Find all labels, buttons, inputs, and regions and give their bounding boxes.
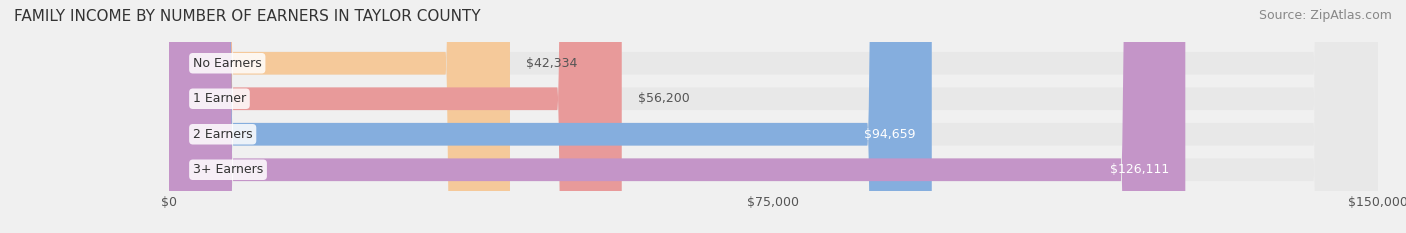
FancyBboxPatch shape [169,0,1378,233]
Text: Source: ZipAtlas.com: Source: ZipAtlas.com [1258,9,1392,22]
FancyBboxPatch shape [169,0,1378,233]
Text: 2 Earners: 2 Earners [193,128,253,141]
FancyBboxPatch shape [169,0,621,233]
Text: FAMILY INCOME BY NUMBER OF EARNERS IN TAYLOR COUNTY: FAMILY INCOME BY NUMBER OF EARNERS IN TA… [14,9,481,24]
Text: 1 Earner: 1 Earner [193,92,246,105]
FancyBboxPatch shape [169,0,510,233]
FancyBboxPatch shape [169,0,1378,233]
Text: 3+ Earners: 3+ Earners [193,163,263,176]
FancyBboxPatch shape [169,0,1378,233]
Text: No Earners: No Earners [193,57,262,70]
Text: $42,334: $42,334 [526,57,578,70]
Text: $94,659: $94,659 [865,128,915,141]
Text: $126,111: $126,111 [1109,163,1170,176]
FancyBboxPatch shape [169,0,932,233]
Text: $56,200: $56,200 [638,92,689,105]
FancyBboxPatch shape [169,0,1185,233]
